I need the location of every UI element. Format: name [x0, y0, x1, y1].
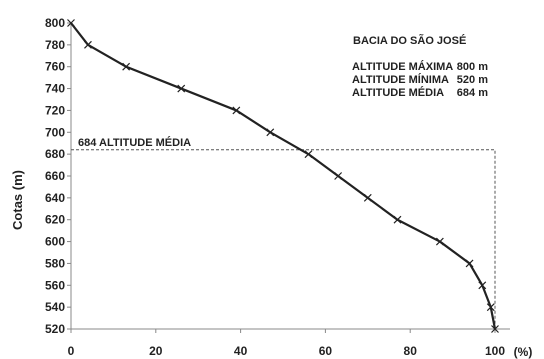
y-tick-label: 740: [45, 82, 65, 96]
data-point-marker: [491, 325, 499, 333]
info-max-value: 800 m: [457, 61, 488, 73]
data-point-marker: [334, 172, 343, 180]
data-point-marker: [84, 40, 92, 49]
x-tick-label: 80: [404, 344, 418, 358]
data-point-marker: [232, 106, 241, 115]
reference-line-group: [71, 149, 496, 329]
info-box-title: BACIA DO SÃO JOSÉ: [353, 34, 466, 47]
x-tick-label: 100: [485, 344, 505, 358]
info-box: BACIA DO SÃO JOSÉ ALTITUDE MÁXIMA 800 m …: [352, 34, 488, 99]
y-tick-label: 640: [45, 191, 65, 205]
y-tick-label: 760: [45, 60, 65, 74]
x-tick-label: 0: [68, 344, 75, 358]
info-min-label: ALTITUDE MÍNIMA: [352, 73, 449, 86]
data-point-marker: [266, 128, 275, 137]
y-axis-label: Cotas (m): [10, 170, 25, 230]
info-max-label: ALTITUDE MÁXIMA: [352, 60, 453, 73]
x-tick-label: 40: [234, 344, 248, 358]
y-tick-label: 560: [45, 278, 65, 292]
data-point-marker: [435, 237, 444, 246]
data-point-marker: [177, 84, 186, 93]
y-tick-label: 580: [45, 256, 65, 270]
y-tick-label: 620: [45, 213, 65, 227]
reference-line-label: 684 ALTITUDE MÉDIA: [78, 136, 191, 149]
data-point-marker: [67, 19, 75, 27]
axes: 5205405605806006206406606807007207407607…: [45, 16, 510, 358]
data-point-marker: [393, 215, 402, 224]
info-mean-label: ALTITUDE MÉDIA: [352, 86, 444, 99]
info-min-value: 520 m: [457, 74, 488, 86]
y-tick-label: 520: [45, 322, 65, 336]
y-tick-label: 660: [45, 169, 65, 183]
x-axis-unit: (%): [514, 345, 533, 359]
y-tick-label: 540: [45, 300, 65, 314]
y-tick-label: 700: [45, 125, 65, 139]
mean-altitude-reference-line: [71, 149, 496, 329]
y-tick-label: 800: [45, 16, 65, 30]
data-point-marker: [486, 303, 495, 312]
y-tick-label: 600: [45, 235, 65, 249]
x-tick-label: 60: [319, 344, 333, 358]
x-tick-label: 20: [149, 344, 163, 358]
info-mean-value: 684 m: [457, 87, 488, 99]
data-point-marker: [122, 62, 131, 71]
y-tick-label: 720: [45, 103, 65, 117]
data-point-marker: [478, 281, 487, 290]
data-point-marker: [465, 259, 474, 268]
y-tick-label: 680: [45, 147, 65, 161]
data-point-marker: [363, 193, 372, 202]
data-point-marker: [304, 150, 313, 159]
y-tick-label: 780: [45, 38, 65, 52]
series-group: [67, 19, 499, 333]
